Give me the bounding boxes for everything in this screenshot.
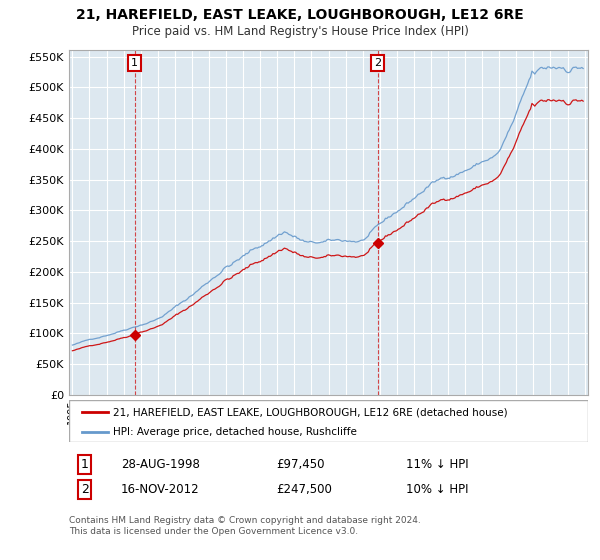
Text: Contains HM Land Registry data © Crown copyright and database right 2024.
This d: Contains HM Land Registry data © Crown c… bbox=[69, 516, 421, 536]
Text: 1: 1 bbox=[131, 58, 138, 68]
Text: 1: 1 bbox=[80, 458, 89, 471]
Text: 21, HAREFIELD, EAST LEAKE, LOUGHBOROUGH, LE12 6RE: 21, HAREFIELD, EAST LEAKE, LOUGHBOROUGH,… bbox=[76, 8, 524, 22]
Text: 28-AUG-1998: 28-AUG-1998 bbox=[121, 458, 200, 471]
Text: 10% ↓ HPI: 10% ↓ HPI bbox=[406, 483, 469, 496]
Text: 16-NOV-2012: 16-NOV-2012 bbox=[121, 483, 200, 496]
Text: £97,450: £97,450 bbox=[277, 458, 325, 471]
Text: 2: 2 bbox=[80, 483, 89, 496]
Text: Price paid vs. HM Land Registry's House Price Index (HPI): Price paid vs. HM Land Registry's House … bbox=[131, 25, 469, 38]
Text: 2: 2 bbox=[374, 58, 381, 68]
Text: 21, HAREFIELD, EAST LEAKE, LOUGHBOROUGH, LE12 6RE (detached house): 21, HAREFIELD, EAST LEAKE, LOUGHBOROUGH,… bbox=[113, 407, 508, 417]
Text: £247,500: £247,500 bbox=[277, 483, 332, 496]
Text: HPI: Average price, detached house, Rushcliffe: HPI: Average price, detached house, Rush… bbox=[113, 427, 357, 437]
Text: 11% ↓ HPI: 11% ↓ HPI bbox=[406, 458, 469, 471]
